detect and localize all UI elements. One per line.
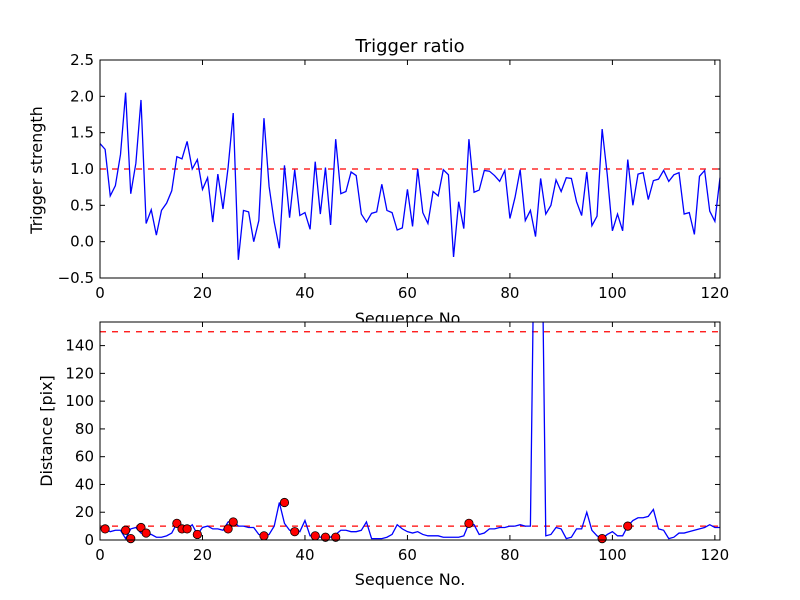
y-tick-label: 0	[84, 531, 94, 549]
trigger-marker	[597, 534, 607, 544]
y-tick-label: 140	[65, 337, 94, 355]
x-tick-label: 20	[193, 284, 212, 302]
trigger-marker	[290, 527, 300, 537]
y-tick-label: 2.0	[70, 87, 94, 105]
plot-frame	[99, 59, 721, 279]
threshold-lines	[100, 331, 720, 527]
trigger-ratio-chart: Trigger ratio 0 20 40 60 80 100 120 −0.5 0.0 0.5 1…	[27, 36, 729, 328]
y-tick-label: 100	[65, 392, 94, 410]
chart-title: Trigger ratio	[354, 36, 464, 57]
trigger-marker	[223, 524, 233, 534]
y-tick-label: 0.0	[70, 233, 94, 251]
tick-labels: 0 20 40 60 80 100 120 0 20 40 60 80 100 120 140	[65, 337, 729, 564]
distance-chart: 0 20 40 60 80 100 120 0 20 40 60 80 100 120 140 Sequen…	[37, 321, 729, 589]
trigger-marker	[141, 528, 151, 538]
trigger-marker	[182, 524, 192, 534]
x-tick-label: 80	[500, 284, 519, 302]
y-axis-label: Trigger strength	[27, 106, 46, 235]
y-tick-label: 20	[75, 503, 94, 521]
trigger-strength-line	[99, 92, 721, 260]
trigger-marker	[331, 532, 341, 542]
trigger-markers	[100, 497, 633, 544]
plot-clip	[100, 322, 720, 540]
y-tick-label: 120	[65, 364, 94, 382]
x-tick-label: 120	[701, 546, 730, 564]
x-axis-label: Sequence No.	[355, 570, 466, 589]
trigger-marker	[100, 524, 110, 534]
x-tick-label: 60	[398, 546, 417, 564]
y-tick-label: 1.5	[70, 124, 94, 142]
tick-labels: 0 20 40 60 80 100 120 −0.5 0.0 0.5 1.0 1.5 2.0 2.5	[58, 51, 730, 302]
y-axis-label: Distance [pix]	[37, 375, 56, 487]
x-tick-label: 60	[398, 284, 417, 302]
plot-frame	[99, 321, 721, 541]
x-tick-label: 100	[598, 546, 627, 564]
y-tick-label: 40	[75, 475, 94, 493]
x-tick-label: 80	[500, 546, 519, 564]
y-tick-label: 60	[75, 448, 94, 466]
x-tick-label: 20	[193, 546, 212, 564]
trigger-marker	[320, 532, 331, 542]
x-tick-label: 0	[95, 284, 105, 302]
y-tick-label: 0.5	[70, 196, 94, 214]
trigger-marker	[228, 517, 238, 527]
trigger-marker	[464, 518, 474, 528]
trigger-marker	[279, 497, 290, 508]
x-tick-label: 0	[95, 546, 105, 564]
y-tick-label: 80	[75, 420, 94, 438]
distance-line	[100, 322, 720, 540]
x-tick-label: 120	[701, 284, 730, 302]
x-tick-label: 40	[295, 284, 314, 302]
y-tick-label: 1.0	[70, 160, 94, 178]
trigger-marker	[126, 534, 136, 544]
trigger-marker	[310, 531, 320, 541]
x-tick-label: 40	[295, 546, 314, 564]
trigger-marker	[192, 529, 202, 540]
trigger-marker	[623, 521, 633, 531]
y-tick-label: −0.5	[58, 269, 94, 287]
trigger-marker	[121, 525, 131, 535]
plot-area	[100, 322, 720, 540]
trigger-marker	[259, 531, 269, 541]
y-tick-label: 2.5	[70, 51, 94, 69]
x-tick-label: 100	[598, 284, 627, 302]
